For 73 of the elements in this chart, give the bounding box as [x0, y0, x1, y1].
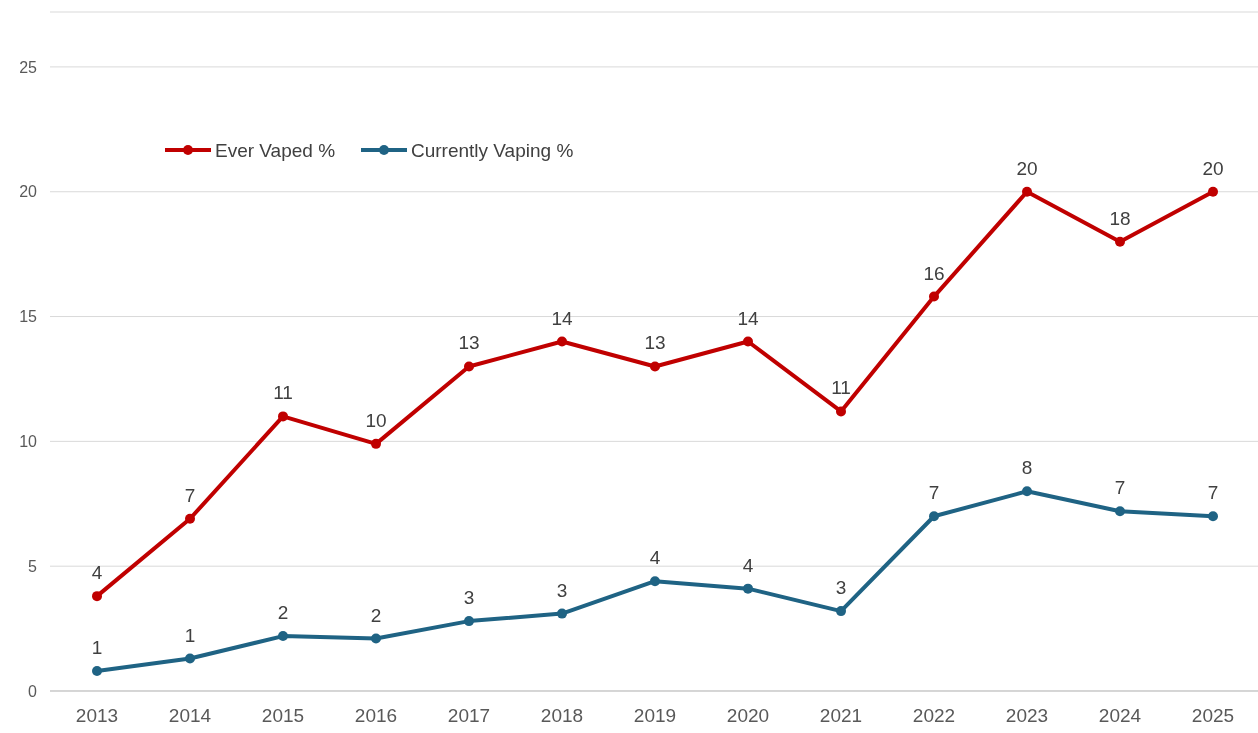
data-label: 7 — [1114, 477, 1126, 499]
point — [557, 608, 567, 619]
data-label: 4 — [649, 547, 661, 569]
x-tick-label: 2017 — [447, 705, 491, 726]
point — [1022, 186, 1032, 197]
data-label: 11 — [273, 382, 293, 404]
data-label: 3 — [835, 577, 847, 599]
data-label: 8 — [1021, 457, 1033, 479]
data-label: 2 — [277, 602, 289, 624]
data-label: 7 — [184, 484, 196, 506]
point — [92, 666, 102, 677]
data-label: 7 — [928, 482, 940, 504]
data-label: 16 — [923, 262, 945, 284]
data-label: 13 — [644, 332, 666, 354]
point — [278, 631, 288, 642]
point — [836, 406, 846, 417]
point — [371, 438, 381, 449]
x-tick-label: 2015 — [261, 705, 305, 726]
point — [557, 336, 567, 347]
y-tick-label: 10 — [19, 432, 38, 450]
point — [836, 606, 846, 617]
x-tick-label: 2023 — [1005, 705, 1049, 726]
legend-label: Ever Vaped % — [215, 139, 336, 161]
point — [929, 291, 939, 302]
data-label: 20 — [1016, 157, 1038, 179]
x-tick-label: 2014 — [168, 705, 212, 726]
x-tick-label: 2016 — [354, 705, 398, 726]
point — [185, 653, 195, 664]
point — [1208, 186, 1218, 197]
y-tick-label: 20 — [19, 183, 38, 201]
data-label: 4 — [742, 554, 754, 576]
data-label: 2 — [370, 604, 382, 626]
point — [650, 576, 660, 587]
x-tick-label: 2021 — [819, 705, 863, 726]
point — [650, 361, 660, 372]
x-tick-label: 2018 — [540, 705, 584, 726]
data-label: 20 — [1202, 157, 1224, 179]
x-tick-label: 2025 — [1191, 705, 1235, 726]
data-label: 3 — [463, 587, 475, 609]
data-label: 14 — [737, 307, 759, 329]
x-tick-label: 2020 — [726, 705, 770, 726]
point — [185, 513, 195, 524]
data-label: 1 — [91, 637, 103, 659]
y-tick-label: 25 — [19, 58, 38, 76]
y-tick-label: 15 — [19, 308, 38, 326]
point — [278, 411, 288, 422]
data-label: 1 — [184, 624, 196, 646]
data-label: 18 — [1109, 207, 1131, 229]
data-label: 7 — [1207, 482, 1219, 504]
point — [1115, 506, 1125, 517]
point — [371, 633, 381, 644]
point — [1115, 236, 1125, 247]
point — [743, 336, 753, 347]
point — [743, 583, 753, 594]
data-label: 4 — [91, 562, 103, 584]
x-tick-label: 2024 — [1098, 705, 1142, 726]
point — [1208, 511, 1218, 522]
y-tick-label: 0 — [28, 682, 38, 700]
x-tick-label: 2019 — [633, 705, 677, 726]
point — [464, 616, 474, 627]
point — [92, 591, 102, 602]
x-tick-label: 2022 — [912, 705, 956, 726]
y-tick-label: 5 — [28, 557, 38, 575]
data-label: 10 — [365, 409, 387, 431]
legend-label: Currently Vaping % — [411, 139, 574, 161]
data-label: 11 — [831, 377, 851, 399]
x-tick-label: 2013 — [75, 705, 119, 726]
point — [929, 511, 939, 522]
data-label: 3 — [556, 579, 568, 601]
data-label: 13 — [458, 332, 480, 354]
point — [464, 361, 474, 372]
data-label: 14 — [551, 307, 573, 329]
point — [1022, 486, 1032, 497]
